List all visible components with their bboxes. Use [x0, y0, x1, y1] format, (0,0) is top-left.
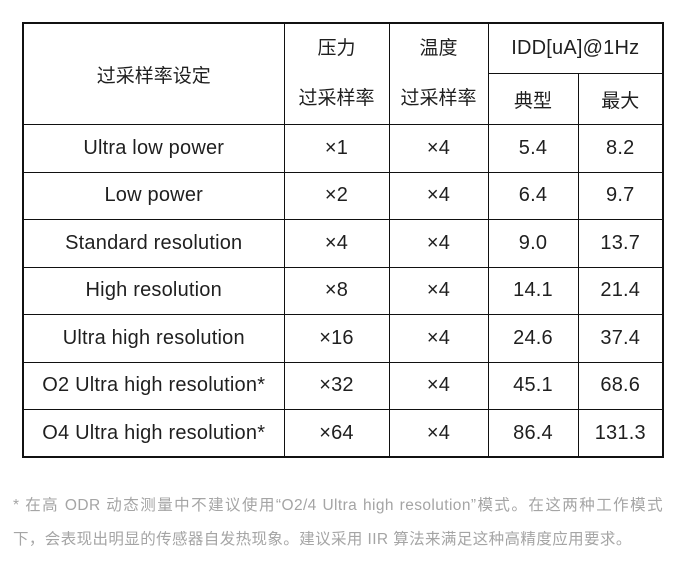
idd-max-cell: 68.6 — [577, 361, 664, 410]
idd-typical-cell: 24.6 — [487, 314, 579, 363]
setting-cell: O4 Ultra high resolution* — [22, 409, 285, 458]
idd-typical-cell: 14.1 — [487, 266, 579, 315]
header-pressure-line2: 过采样率 — [298, 88, 375, 109]
table-row: High resolution ×8 ×4 14.1 21.4 — [22, 266, 664, 315]
pressure-osr-cell: ×8 — [283, 266, 390, 315]
footnote: * 在高 ODR 动态测量中不建议使用“O2/4 Ultra high reso… — [13, 497, 663, 548]
idd-max-cell: 21.4 — [577, 266, 664, 315]
idd-max-cell: 13.7 — [577, 219, 664, 268]
idd-typical-cell: 9.0 — [487, 219, 579, 268]
table-row: Ultra high resolution ×16 ×4 24.6 37.4 — [22, 314, 664, 363]
setting-cell: Ultra low power — [22, 124, 285, 173]
temp-osr-cell: ×4 — [388, 266, 489, 315]
setting-cell: O2 Ultra high resolution* — [22, 361, 285, 410]
header-setting: 过采样率设定 — [22, 22, 285, 125]
temp-osr-cell: ×4 — [388, 124, 489, 173]
temp-osr-cell: ×4 — [388, 314, 489, 363]
setting-cell: Ultra high resolution — [22, 314, 285, 363]
temp-osr-cell: ×4 — [388, 361, 489, 410]
idd-max-cell: 37.4 — [577, 314, 664, 363]
table-row: O2 Ultra high resolution* ×32 ×4 45.1 68.6 — [22, 361, 664, 410]
idd-max-cell: 9.7 — [577, 171, 664, 220]
setting-cell: Standard resolution — [22, 219, 285, 268]
pressure-osr-cell: ×16 — [283, 314, 390, 363]
pressure-osr-cell: ×2 — [283, 171, 390, 220]
pressure-osr-cell: ×32 — [283, 361, 390, 410]
idd-typical-cell: 45.1 — [487, 361, 579, 410]
idd-typical-cell: 6.4 — [487, 171, 579, 220]
temp-osr-cell: ×4 — [388, 171, 489, 220]
temp-osr-cell: ×4 — [388, 409, 489, 458]
header-idd-max: 最大 — [577, 73, 664, 125]
header-temperature-osr: 温度 过采样率 — [388, 22, 489, 125]
table-row: Ultra low power ×1 ×4 5.4 8.2 — [22, 124, 664, 173]
idd-max-cell: 8.2 — [577, 124, 664, 173]
table-body: Ultra low power ×1 ×4 5.4 8.2 Low power ×2 ×4 6.… — [22, 124, 664, 458]
idd-max-cell: 131.3 — [577, 409, 664, 458]
table-row: O4 Ultra high resolution* ×64 ×4 86.4 131.3 — [22, 409, 664, 458]
table-header: 过采样率设定 压力 过采样率 温度 过采样率 IDD[uA]@1Hz 典型 最大 — [22, 22, 664, 125]
idd-typical-cell: 86.4 — [487, 409, 579, 458]
header-temperature-line1: 温度 — [419, 38, 458, 59]
setting-cell: High resolution — [22, 266, 285, 315]
header-pressure-osr: 压力 过采样率 — [283, 22, 390, 125]
table-row: Low power ×2 ×4 6.4 9.7 — [22, 171, 664, 220]
header-idd-group: IDD[uA]@1Hz — [487, 22, 664, 75]
header-row-1: 过采样率设定 压力 过采样率 温度 过采样率 IDD[uA]@1Hz — [22, 22, 664, 125]
pressure-osr-cell: ×64 — [283, 409, 390, 458]
oversampling-settings-table: 过采样率设定 压力 过采样率 温度 过采样率 IDD[uA]@1Hz 典型 最大… — [22, 22, 664, 458]
setting-cell: Low power — [22, 171, 285, 220]
idd-typical-cell: 5.4 — [487, 124, 579, 173]
pressure-osr-cell: ×4 — [283, 219, 390, 268]
temp-osr-cell: ×4 — [388, 219, 489, 268]
header-row-2: 典型 最大 — [23, 73, 664, 125]
header-pressure-line1: 压力 — [317, 38, 356, 59]
table-row: Standard resolution ×4 ×4 9.0 13.7 — [22, 219, 664, 268]
header-idd-typical: 典型 — [487, 73, 579, 125]
header-temperature-line2: 过采样率 — [400, 88, 477, 109]
pressure-osr-cell: ×1 — [283, 124, 390, 173]
